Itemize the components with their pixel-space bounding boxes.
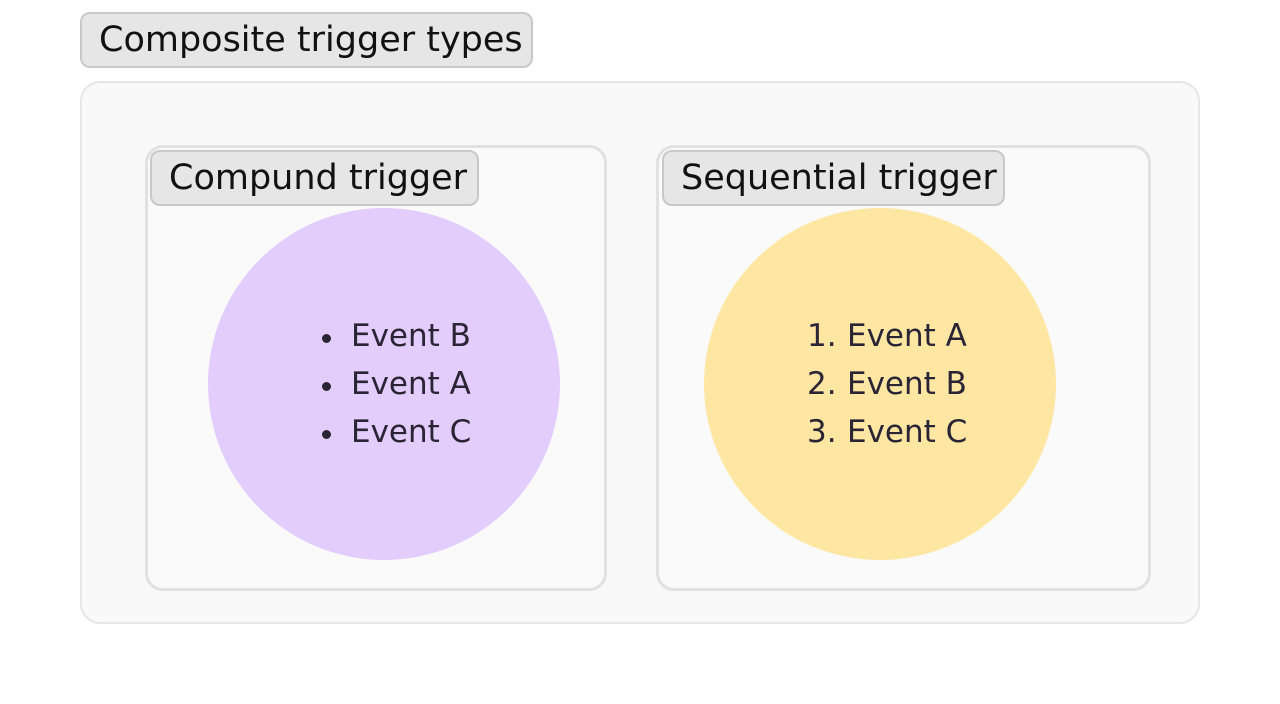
sequential-trigger-circle: [704, 208, 1056, 560]
compound-trigger-circle: [208, 208, 560, 560]
sequence-number: 2.: [807, 366, 837, 402]
diagram-title-text: Composite trigger types: [99, 19, 523, 60]
compound-event-item: Event A: [351, 366, 471, 402]
compound-event-item: Event B: [351, 318, 471, 354]
sequential-trigger-label: Sequential trigger: [662, 150, 1005, 206]
sequence-number: 3.: [807, 414, 837, 450]
sequential-event-item: Event B: [847, 366, 967, 402]
compound-trigger-label: Compund trigger: [150, 150, 479, 206]
sequence-number: 1.: [807, 318, 837, 354]
bullet-marker: [322, 382, 331, 391]
sequential-trigger-label-text: Sequential trigger: [681, 157, 997, 198]
diagram-title: Composite trigger types: [80, 12, 533, 68]
compound-trigger-label-text: Compund trigger: [169, 157, 468, 198]
sequential-event-item: Event C: [847, 414, 968, 450]
bullet-marker: [322, 430, 331, 439]
bullet-marker: [322, 334, 331, 343]
sequential-event-item: Event A: [847, 318, 967, 354]
compound-event-item: Event C: [351, 414, 472, 450]
